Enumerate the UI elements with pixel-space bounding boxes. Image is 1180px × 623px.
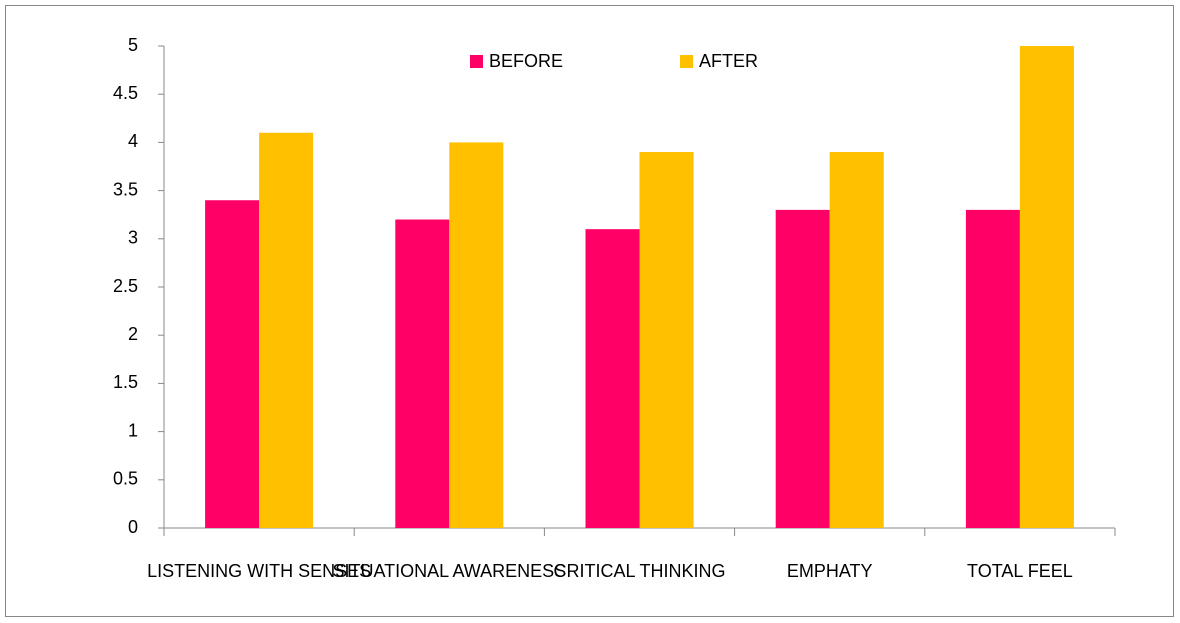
x-tick-label: TOTAL FEEL xyxy=(967,561,1073,581)
bar xyxy=(965,209,1020,528)
bar xyxy=(449,142,504,528)
y-tick-label: 1 xyxy=(128,420,138,440)
y-tick-label: 1.5 xyxy=(113,372,138,392)
y-tick-label: 4.5 xyxy=(113,83,138,103)
y-tick-label: 0.5 xyxy=(113,469,138,489)
y-tick-label: 3 xyxy=(128,228,138,248)
x-tick-label: SITUATIONAL AWARENESS xyxy=(332,561,566,581)
legend-swatch xyxy=(470,55,483,68)
legend-swatch xyxy=(680,55,693,68)
bar xyxy=(259,132,314,528)
legend-label: AFTER xyxy=(699,51,758,71)
y-tick-label: 3.5 xyxy=(113,179,138,199)
bar xyxy=(1019,46,1074,528)
x-tick-label: CRITICAL THINKING xyxy=(553,561,725,581)
y-tick-label: 0 xyxy=(128,517,138,537)
x-tick-label: LISTENING WITH SENSES xyxy=(147,561,371,581)
y-tick-label: 2 xyxy=(128,324,138,344)
bar xyxy=(775,209,830,528)
bar xyxy=(829,152,884,529)
legend-label: BEFORE xyxy=(489,51,563,71)
bar xyxy=(395,219,450,528)
x-tick-label: EMPHATY xyxy=(787,561,873,581)
bar xyxy=(205,200,260,529)
bar xyxy=(585,229,640,528)
y-tick-label: 5 xyxy=(128,35,138,55)
y-tick-label: 4 xyxy=(128,131,138,151)
bar xyxy=(639,152,694,529)
y-tick-label: 2.5 xyxy=(113,276,138,296)
